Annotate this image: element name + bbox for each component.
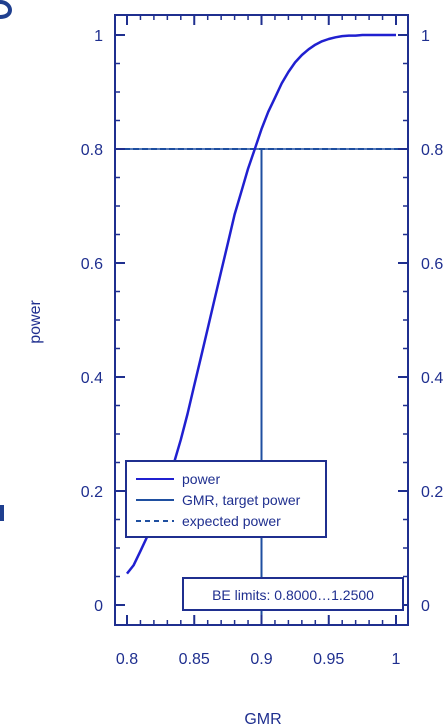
y-tick-label-right: 0.4 [421, 370, 443, 387]
y-tick-label-left: 0.8 [81, 142, 103, 159]
x-tick-label: 1 [392, 651, 401, 668]
y-tick-label-right: 0 [421, 598, 430, 615]
legend-label-expected: expected power [182, 513, 281, 529]
y-tick-label-left: 0.6 [81, 256, 103, 273]
x-tick-label: 0.9 [250, 651, 272, 668]
x-tick-label: 0.8 [116, 651, 138, 668]
y-tick-label-left: 0 [94, 598, 103, 615]
y-tick-label-right: 1 [421, 28, 430, 45]
axis-ticks [115, 15, 408, 625]
x-tick-label: 0.85 [179, 651, 210, 668]
legend-label-power: power [182, 471, 220, 487]
edge-glyph-fragment [0, 0, 13, 19]
axis-tick-labels: 0 0 0.2 0.2 0.4 0.4 0.6 0.6 0.8 0.8 1 1 0.8 0.85 0.9 0.… [81, 28, 444, 668]
y-tick-label-left: 0.4 [81, 370, 103, 387]
y-tick-label-left: 0.2 [81, 484, 103, 501]
x-axis-title: GMR [244, 711, 281, 728]
legend-label-gmr-target: GMR, target power [182, 492, 301, 508]
x-tick-label: 0.95 [313, 651, 344, 668]
annotation-text: BE limits: 0.8000…1.2500 [212, 587, 374, 603]
legend: power GMR, target power expected power [125, 460, 327, 538]
y-tick-label-right: 0.2 [421, 484, 443, 501]
y-tick-label-left: 1 [94, 28, 103, 45]
y-tick-label-right: 0.6 [421, 256, 443, 273]
y-tick-label-right: 0.8 [421, 142, 443, 159]
y-axis-title: power [27, 300, 44, 344]
reference-lines [115, 148, 408, 625]
annotation-box [182, 577, 404, 611]
be-limits-annotation: BE limits: 0.8000…1.2500 [182, 577, 404, 611]
edge-mark-fragment [0, 505, 4, 521]
